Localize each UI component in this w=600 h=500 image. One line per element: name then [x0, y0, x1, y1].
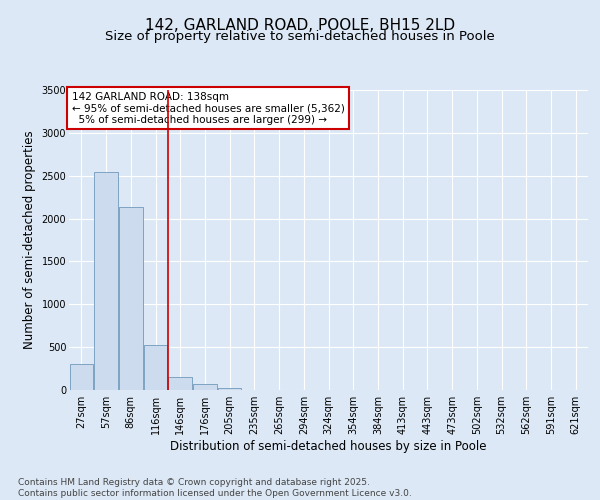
Bar — [144, 344, 167, 390]
Bar — [169, 377, 192, 390]
Bar — [94, 172, 118, 390]
Text: Contains HM Land Registry data © Crown copyright and database right 2025.
Contai: Contains HM Land Registry data © Crown c… — [18, 478, 412, 498]
Bar — [119, 208, 143, 390]
Text: 142 GARLAND ROAD: 138sqm
← 95% of semi-detached houses are smaller (5,362)
  5% : 142 GARLAND ROAD: 138sqm ← 95% of semi-d… — [71, 92, 344, 124]
X-axis label: Distribution of semi-detached houses by size in Poole: Distribution of semi-detached houses by … — [170, 440, 487, 453]
Text: Size of property relative to semi-detached houses in Poole: Size of property relative to semi-detach… — [105, 30, 495, 43]
Y-axis label: Number of semi-detached properties: Number of semi-detached properties — [23, 130, 36, 350]
Bar — [218, 388, 241, 390]
Text: 142, GARLAND ROAD, POOLE, BH15 2LD: 142, GARLAND ROAD, POOLE, BH15 2LD — [145, 18, 455, 32]
Bar — [193, 384, 217, 390]
Bar — [70, 364, 93, 390]
